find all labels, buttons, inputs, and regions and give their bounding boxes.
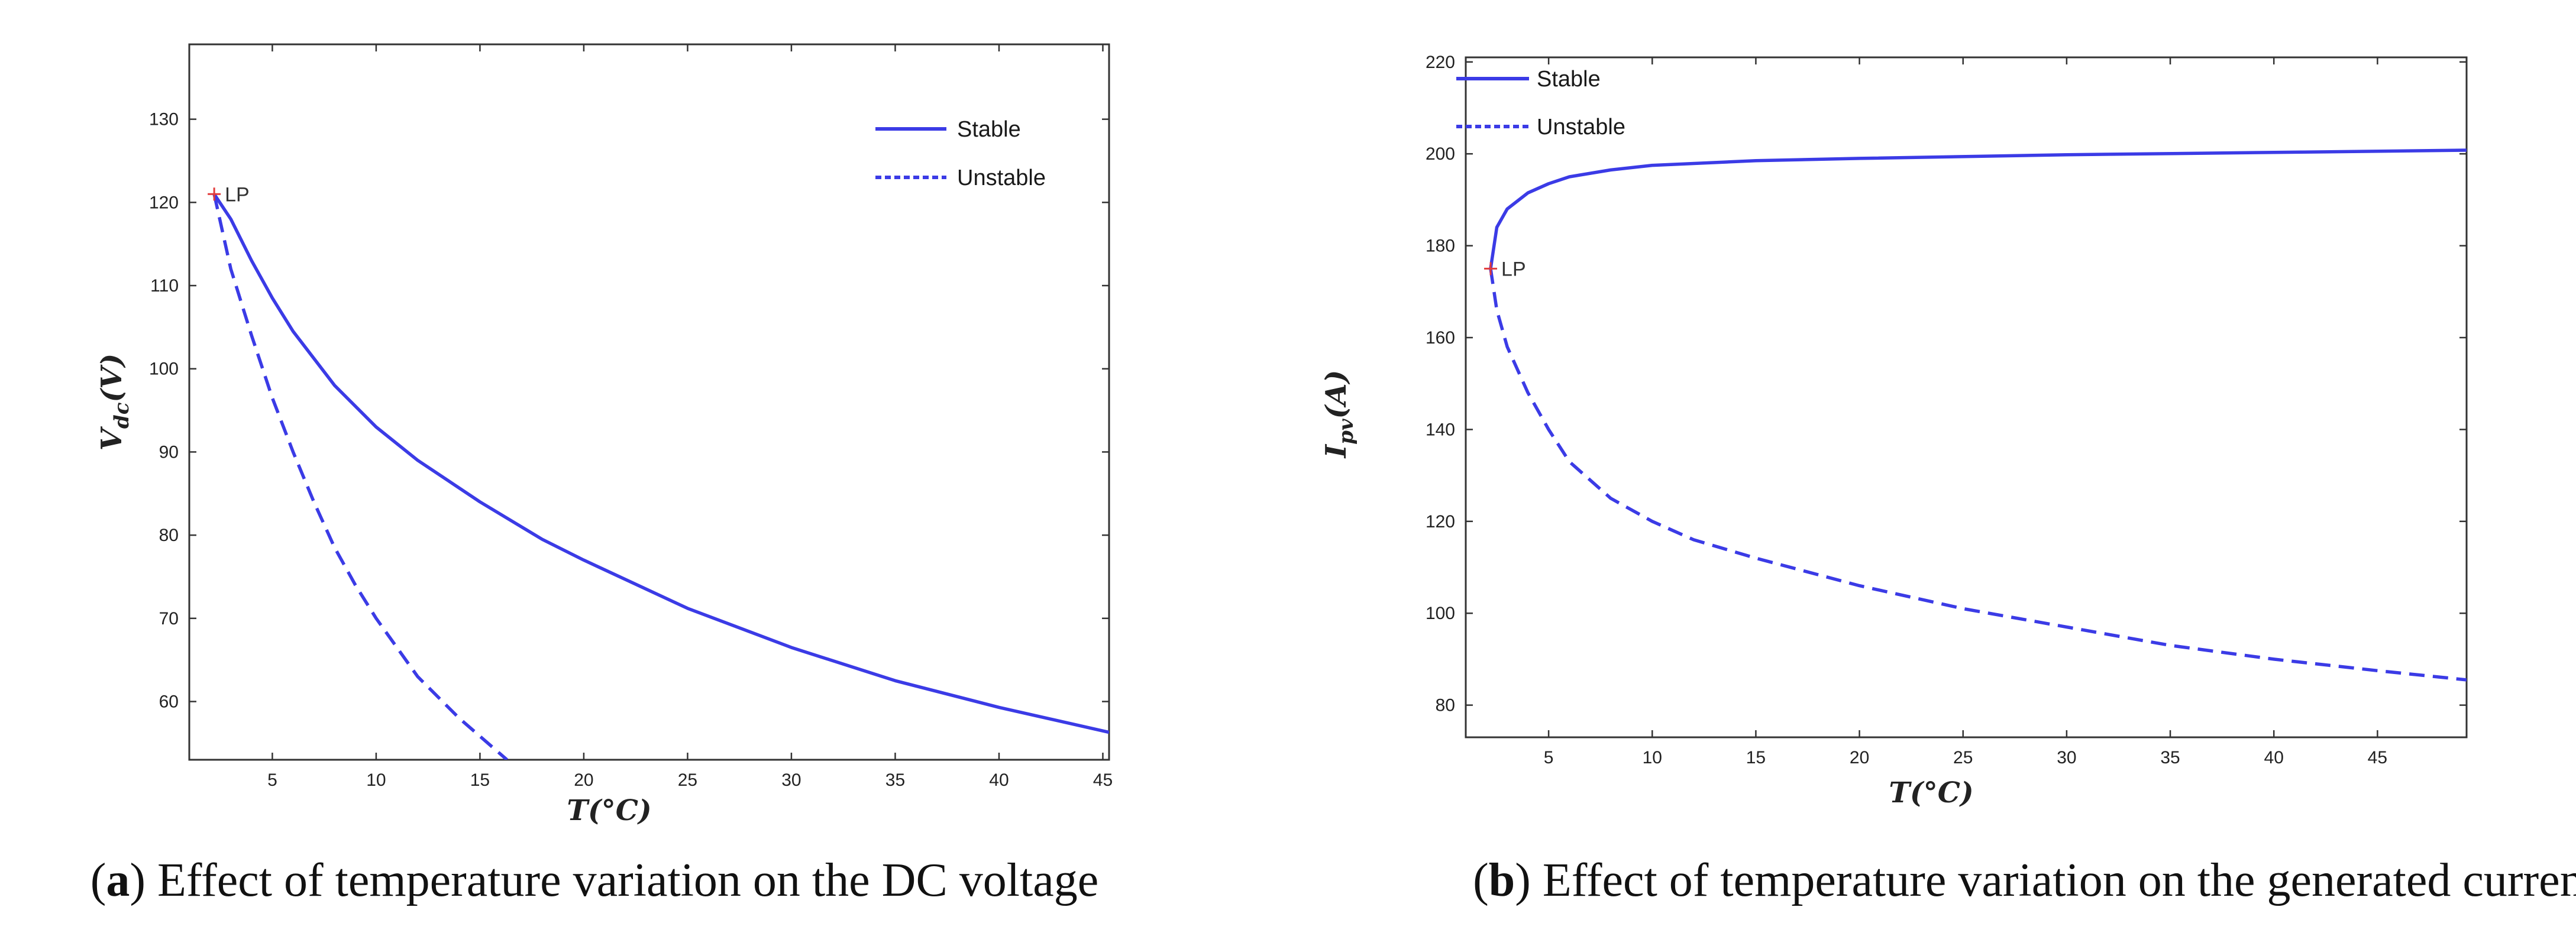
legend-label-stable: Stable bbox=[1537, 67, 1601, 92]
y-tick-label: 100 bbox=[149, 359, 179, 379]
x-tick-label: 35 bbox=[2160, 748, 2180, 767]
y-axis-label-main: I bbox=[1320, 443, 1353, 459]
caption-letter: a bbox=[106, 854, 130, 906]
x-tick-label: 15 bbox=[1746, 748, 1766, 767]
x-tick-label: 25 bbox=[678, 770, 697, 790]
y-tick-label: 100 bbox=[1426, 604, 1455, 623]
y-axis-label-main: V bbox=[95, 426, 128, 451]
limit-point-label: LP bbox=[225, 183, 250, 206]
y-tick-label: 180 bbox=[1426, 237, 1455, 256]
y-tick-label: 60 bbox=[159, 692, 179, 712]
y-tick-label: 200 bbox=[1426, 144, 1455, 164]
x-tick-label: 30 bbox=[2057, 748, 2076, 767]
y-tick-label: 220 bbox=[1426, 53, 1455, 72]
y-axis-label-unit: (V) bbox=[95, 354, 128, 403]
y-tick-label: 120 bbox=[1426, 512, 1455, 532]
x-tick-label: 20 bbox=[574, 770, 593, 790]
series-line-stable bbox=[1489, 148, 2467, 269]
caption-a: (a) Effect of temperature variation on t… bbox=[91, 854, 1099, 906]
series-line-unstable bbox=[1489, 268, 2467, 682]
limit-point-label: LP bbox=[1501, 258, 1526, 280]
plot-frame-a bbox=[188, 43, 1110, 761]
y-tick-label: 80 bbox=[159, 526, 179, 545]
y-axis-label-sub: pv bbox=[1334, 418, 1358, 445]
series-line-stable bbox=[212, 193, 1109, 734]
chart-b: 5 10 15 20 25 30 35 40 45 80 100 120 140 160 180 200 220… bbox=[1320, 53, 2576, 906]
y-tick-label: 140 bbox=[1426, 420, 1455, 439]
y-axis-label: Ipv(A) bbox=[1320, 370, 1358, 459]
x-axis-label: T(°C) bbox=[567, 794, 651, 827]
caption-text: Effect of temperature variation on the g… bbox=[1543, 854, 2576, 906]
y-tick-label: 160 bbox=[1426, 328, 1455, 348]
legend-label-unstable: Unstable bbox=[957, 166, 1046, 190]
x-axis-label: T(°C) bbox=[1889, 776, 1973, 809]
x-tick-label: 40 bbox=[989, 770, 1009, 790]
caption-text: Effect of temperature variation on the D… bbox=[157, 854, 1098, 906]
x-tick-label: 20 bbox=[1850, 748, 1869, 767]
caption-paren-close: ) bbox=[1515, 854, 1543, 906]
y-tick-label: 130 bbox=[149, 110, 179, 129]
y-axis-label-unit: (A) bbox=[1320, 370, 1353, 419]
y-axis-label-sub: dc bbox=[110, 402, 134, 429]
chart-a: 5 10 15 20 25 30 35 40 45 60 70 80 90 100 110 120 130 LP S… bbox=[91, 43, 1113, 906]
caption-paren-close: ) bbox=[130, 854, 157, 906]
y-tick-label: 120 bbox=[149, 193, 179, 212]
y-tick-label: 90 bbox=[159, 442, 179, 462]
x-tick-label: 35 bbox=[885, 770, 905, 790]
y-axis-label: Vdc(V) bbox=[95, 354, 134, 451]
legend-label-stable: Stable bbox=[957, 117, 1021, 142]
y-tick-label: 80 bbox=[1436, 696, 1455, 715]
x-tick-label: 40 bbox=[2264, 748, 2284, 767]
caption-b: (b) Effect of temperature variation on t… bbox=[1473, 854, 2576, 906]
x-tick-label: 25 bbox=[1953, 748, 1973, 767]
legend-label-unstable: Unstable bbox=[1537, 115, 1625, 140]
caption-paren-open: ( bbox=[91, 854, 106, 906]
x-tick-label: 10 bbox=[1643, 748, 1662, 767]
caption-letter: b bbox=[1489, 854, 1515, 906]
x-tick-label: 15 bbox=[470, 770, 490, 790]
x-tick-label: 45 bbox=[1093, 770, 1113, 790]
y-tick-label: 70 bbox=[159, 609, 179, 629]
x-tick-label: 10 bbox=[366, 770, 386, 790]
x-tick-label: 30 bbox=[781, 770, 801, 790]
x-tick-label: 45 bbox=[2368, 748, 2387, 767]
x-tick-label: 5 bbox=[267, 770, 277, 790]
caption-paren-open: ( bbox=[1473, 854, 1489, 906]
x-tick-label: 5 bbox=[1544, 748, 1554, 767]
y-tick-label: 110 bbox=[150, 276, 179, 296]
plot-frame-b bbox=[1465, 56, 2468, 738]
